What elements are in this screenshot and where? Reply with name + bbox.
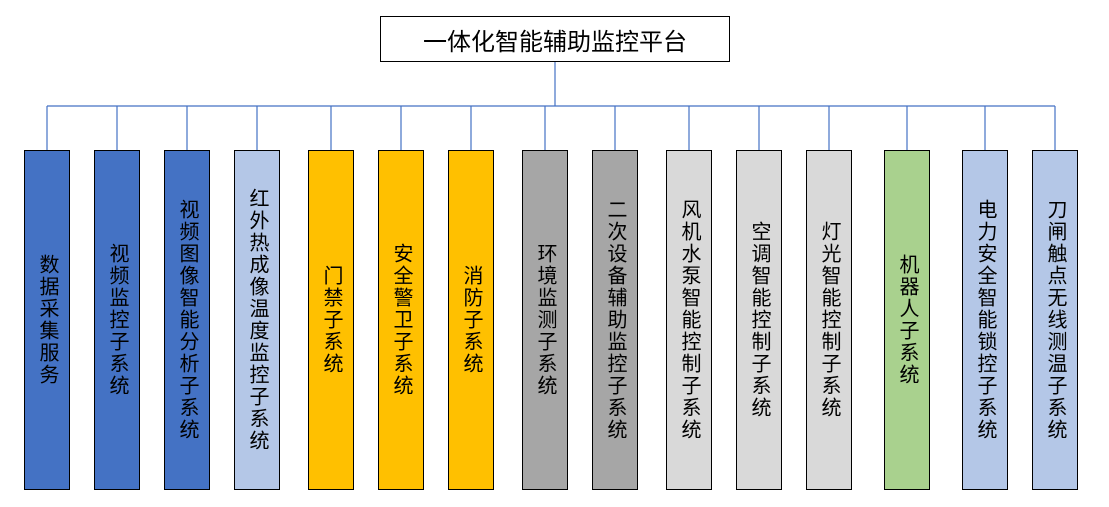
- child-node: 风机水泵智能控制子系统: [666, 150, 712, 490]
- child-node: 门禁子系统: [308, 150, 354, 490]
- child-node: 视频图像智能分析子系统: [164, 150, 210, 490]
- child-label: 数据采集服务: [37, 254, 57, 386]
- child-node: 空调智能控制子系统: [736, 150, 782, 490]
- child-label: 风机水泵智能控制子系统: [679, 199, 699, 441]
- child-node: 环境监测子系统: [522, 150, 568, 490]
- child-node: 电力安全智能锁控子系统: [962, 150, 1008, 490]
- child-node: 刀闸触点无线测温子系统: [1032, 150, 1078, 490]
- root-label: 一体化智能辅助监控平台: [423, 22, 687, 57]
- child-label: 刀闸触点无线测温子系统: [1045, 199, 1065, 441]
- child-label: 安全警卫子系统: [391, 243, 411, 397]
- child-node: 机器人子系统: [884, 150, 930, 490]
- child-label: 红外热成像温度监控子系统: [247, 188, 267, 452]
- child-node: 数据采集服务: [24, 150, 70, 490]
- child-label: 门禁子系统: [321, 265, 341, 375]
- child-label: 消防子系统: [461, 265, 481, 375]
- child-node: 视频监控子系统: [94, 150, 140, 490]
- child-node: 灯光智能控制子系统: [806, 150, 852, 490]
- child-label: 视频监控子系统: [107, 243, 127, 397]
- root-node: 一体化智能辅助监控平台: [380, 16, 730, 62]
- child-label: 环境监测子系统: [535, 243, 555, 397]
- child-node: 二次设备辅助监控子系统: [592, 150, 638, 490]
- child-label: 空调智能控制子系统: [749, 221, 769, 419]
- child-label: 灯光智能控制子系统: [819, 221, 839, 419]
- child-label: 电力安全智能锁控子系统: [975, 199, 995, 441]
- child-node: 红外热成像温度监控子系统: [234, 150, 280, 490]
- child-label: 视频图像智能分析子系统: [177, 199, 197, 441]
- child-label: 机器人子系统: [897, 254, 917, 386]
- child-label: 二次设备辅助监控子系统: [605, 199, 625, 441]
- child-node: 消防子系统: [448, 150, 494, 490]
- child-node: 安全警卫子系统: [378, 150, 424, 490]
